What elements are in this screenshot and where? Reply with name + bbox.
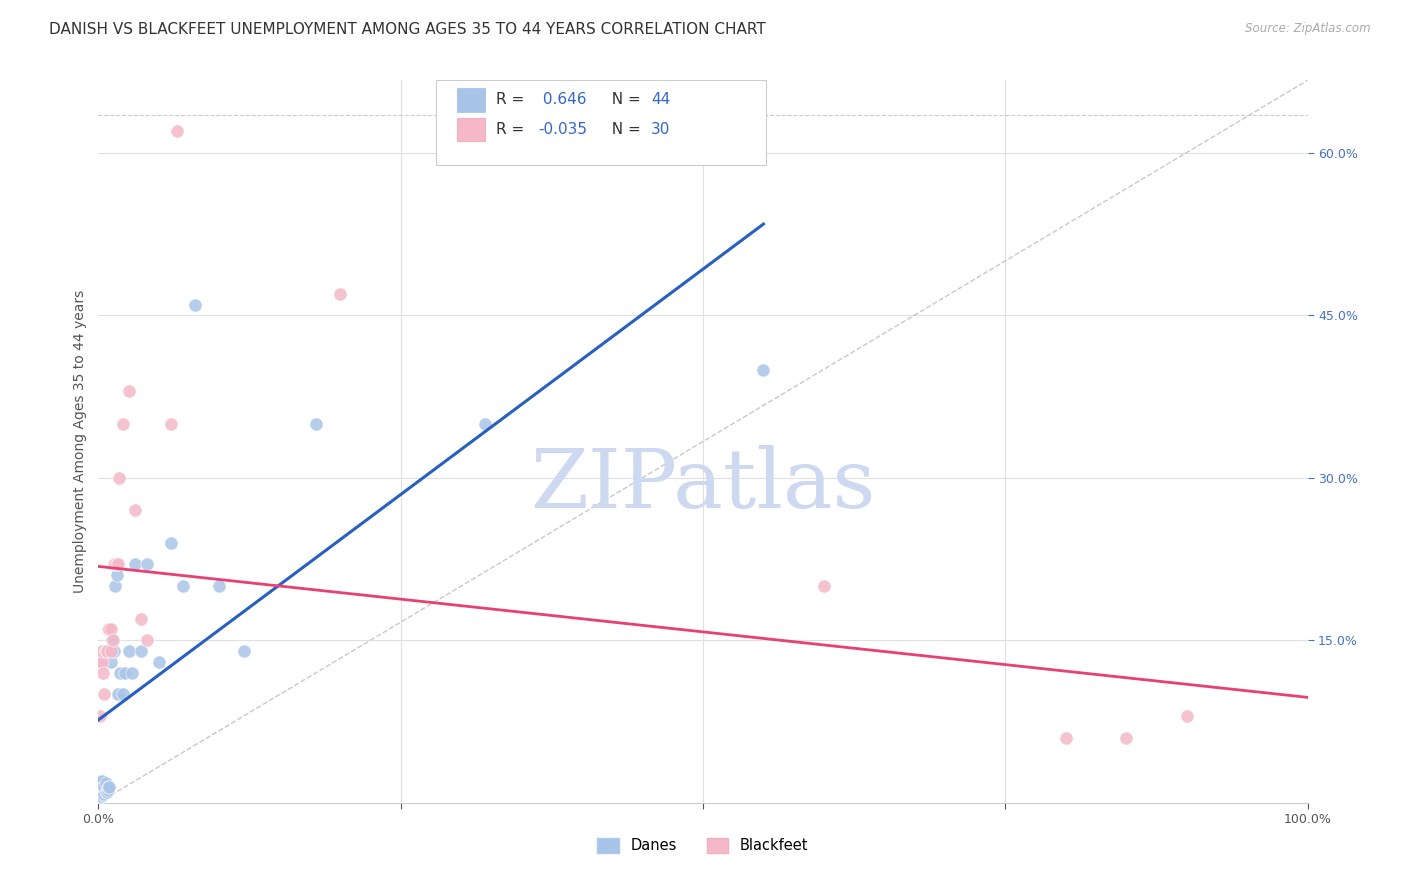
Point: [135, 633, 157, 648]
Point: [100, 655, 122, 669]
Point: [98, 780, 121, 794]
Point: [1175, 709, 1198, 723]
Point: [90, 780, 112, 794]
Text: N =: N =: [602, 92, 645, 107]
Point: [118, 644, 141, 658]
Point: [305, 417, 328, 431]
Point: [89, 782, 111, 797]
Point: [91, 665, 114, 680]
Point: [91, 787, 114, 801]
Point: [94, 644, 117, 658]
Point: [184, 297, 207, 311]
Point: [104, 558, 127, 572]
Point: [124, 558, 146, 572]
Point: [160, 536, 183, 550]
Point: [97, 782, 120, 797]
Point: [97, 780, 120, 794]
Text: 30: 30: [651, 122, 671, 137]
Point: [98, 623, 121, 637]
Point: [208, 579, 231, 593]
Point: [121, 665, 143, 680]
Point: [90, 774, 112, 789]
Point: [474, 417, 496, 431]
Text: DANISH VS BLACKFEET UNEMPLOYMENT AMONG AGES 35 TO 44 YEARS CORRELATION CHART: DANISH VS BLACKFEET UNEMPLOYMENT AMONG A…: [49, 22, 766, 37]
Point: [148, 655, 170, 669]
Point: [124, 503, 146, 517]
Point: [91, 774, 114, 789]
Point: [100, 623, 122, 637]
Point: [91, 782, 114, 797]
Point: [104, 579, 127, 593]
Point: [107, 688, 129, 702]
Point: [100, 633, 122, 648]
Text: 0.646: 0.646: [538, 92, 586, 107]
Point: [114, 665, 136, 680]
Point: [91, 644, 114, 658]
Point: [813, 579, 835, 593]
Point: [111, 417, 134, 431]
Point: [232, 644, 254, 658]
Text: R =: R =: [496, 92, 530, 107]
Point: [105, 558, 128, 572]
Text: ZIPatlas: ZIPatlas: [530, 445, 876, 524]
Point: [103, 644, 125, 658]
Point: [93, 780, 115, 794]
Point: [118, 384, 141, 399]
Point: [129, 612, 152, 626]
Point: [90, 655, 112, 669]
Point: [91, 780, 114, 794]
Point: [91, 785, 114, 799]
Point: [89, 787, 111, 801]
Text: Source: ZipAtlas.com: Source: ZipAtlas.com: [1246, 22, 1371, 36]
Point: [129, 644, 152, 658]
Point: [108, 471, 131, 485]
Point: [100, 644, 122, 658]
Y-axis label: Unemployment Among Ages 35 to 44 years: Unemployment Among Ages 35 to 44 years: [73, 290, 87, 593]
Point: [89, 709, 111, 723]
Point: [91, 655, 114, 669]
Point: [97, 623, 120, 637]
Point: [90, 789, 112, 804]
Point: [111, 688, 134, 702]
Text: 44: 44: [651, 92, 671, 107]
Point: [752, 362, 775, 376]
Point: [93, 787, 115, 801]
Point: [172, 579, 194, 593]
Point: [96, 785, 118, 799]
Point: [1115, 731, 1137, 745]
Text: N =: N =: [602, 122, 645, 137]
Point: [135, 558, 157, 572]
Point: [166, 124, 188, 138]
Legend: Danes, Blackfeet: Danes, Blackfeet: [591, 830, 815, 861]
Text: R =: R =: [496, 122, 530, 137]
Point: [94, 785, 117, 799]
Point: [108, 665, 131, 680]
Point: [89, 790, 111, 805]
Point: [94, 776, 117, 790]
Point: [93, 688, 115, 702]
Point: [101, 633, 124, 648]
Point: [100, 644, 122, 658]
Point: [96, 644, 118, 658]
Point: [329, 286, 352, 301]
Point: [90, 785, 112, 799]
Point: [107, 558, 129, 572]
Point: [105, 568, 128, 582]
Point: [160, 417, 183, 431]
Point: [1054, 731, 1077, 745]
Text: -0.035: -0.035: [538, 122, 588, 137]
Point: [103, 558, 125, 572]
